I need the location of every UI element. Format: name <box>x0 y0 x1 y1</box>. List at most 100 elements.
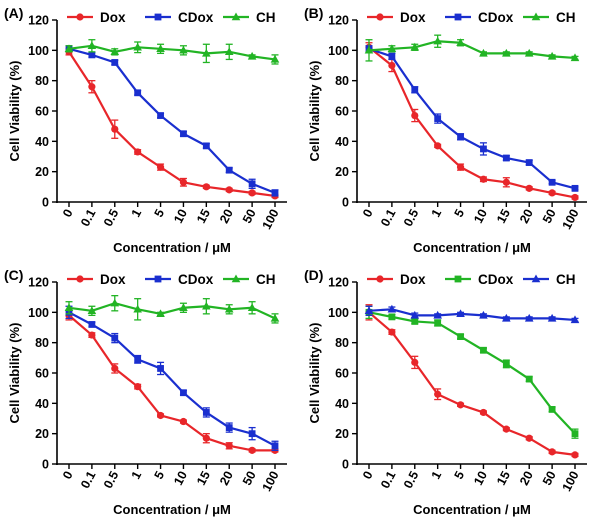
series-group <box>65 305 279 452</box>
series-group <box>65 45 279 197</box>
data-point <box>571 430 579 438</box>
data-point <box>87 41 97 49</box>
x-tick-label: 5 <box>452 469 468 482</box>
y-tick-label: 100 <box>328 306 349 320</box>
data-point <box>247 303 257 311</box>
data-point <box>134 355 142 363</box>
data-point <box>247 51 257 60</box>
x-tick-label: 20 <box>517 207 536 226</box>
data-point <box>548 406 556 413</box>
data-point <box>479 48 488 57</box>
x-tick-label: 100 <box>259 207 281 232</box>
data-point <box>502 48 511 57</box>
x-tick-label: 100 <box>259 469 281 494</box>
x-tick-label: 15 <box>494 207 513 226</box>
data-point <box>502 154 510 162</box>
data-point <box>224 47 234 56</box>
x-tick-label: 5 <box>152 469 168 482</box>
y-axis-title: Cell Viability (%) <box>307 323 322 424</box>
data-point <box>202 48 211 57</box>
legend-label: CDox <box>178 272 214 287</box>
data-point <box>434 319 442 327</box>
data-point <box>548 178 556 186</box>
data-point <box>456 309 465 318</box>
x-tick-label: 50 <box>540 469 559 488</box>
legend-marker <box>76 275 84 283</box>
legend-marker <box>231 12 241 21</box>
data-point <box>434 390 442 398</box>
series-line <box>368 311 576 456</box>
data-point <box>224 304 234 313</box>
data-point <box>156 411 165 420</box>
y-tick-label: 40 <box>35 397 49 411</box>
legend-marker <box>454 275 462 283</box>
y-tick-label: 100 <box>28 44 49 58</box>
x-tick-label: 100 <box>559 469 581 494</box>
x-tick-label: 0 <box>60 469 76 482</box>
x-tick-label: 20 <box>217 207 236 226</box>
y-axis-title: Cell Viability (%) <box>7 323 22 424</box>
legend-label: Dox <box>100 10 126 25</box>
data-point <box>434 115 442 122</box>
data-point <box>180 389 187 397</box>
data-point <box>248 180 256 188</box>
data-point <box>87 306 97 315</box>
x-tick-label: 15 <box>194 207 213 226</box>
data-point <box>179 178 188 186</box>
legend-label: CDox <box>478 10 514 25</box>
x-axis-title: Concentration / μM <box>113 502 231 517</box>
series-group <box>365 45 579 192</box>
x-tick-label: 0.5 <box>401 469 422 491</box>
data-point <box>271 189 279 197</box>
data-point <box>411 358 419 366</box>
x-axis-title: Concentration / μM <box>413 502 531 517</box>
data-point <box>502 360 510 368</box>
y-tick-label: 80 <box>335 74 349 88</box>
panel-label: (D) <box>304 267 323 283</box>
legend-marker <box>531 12 541 21</box>
data-point <box>179 303 188 311</box>
x-tick-label: 50 <box>240 207 259 226</box>
x-tick-label: 15 <box>494 469 513 488</box>
legend-label: Dox <box>400 272 426 287</box>
y-tick-label: 60 <box>335 367 349 381</box>
x-tick-label: 50 <box>240 469 259 488</box>
data-point <box>479 310 488 319</box>
series-group <box>365 305 579 439</box>
data-point <box>156 309 165 318</box>
x-tick-label: 1 <box>429 469 445 482</box>
legend-marker <box>231 274 241 283</box>
data-point <box>157 112 164 119</box>
data-point <box>388 328 396 336</box>
y-axis-title: Cell Viability (%) <box>7 61 22 162</box>
y-tick-label: 120 <box>28 276 49 290</box>
series-group <box>364 304 580 324</box>
x-tick-label: 10 <box>171 207 190 226</box>
data-point <box>248 446 256 454</box>
y-tick-label: 40 <box>335 135 349 149</box>
data-point <box>202 301 211 310</box>
data-point <box>270 54 280 63</box>
data-point <box>524 48 534 57</box>
data-point <box>156 163 165 171</box>
series-line <box>368 47 576 190</box>
data-point <box>202 409 210 416</box>
data-point <box>202 183 210 191</box>
data-point <box>156 44 165 53</box>
data-point <box>111 364 119 373</box>
data-point <box>525 159 533 166</box>
series-line <box>68 311 276 447</box>
data-point <box>225 442 233 450</box>
data-point <box>88 321 96 328</box>
x-tick-label: 10 <box>171 469 190 488</box>
x-tick-label: 0.1 <box>378 469 399 491</box>
data-point <box>133 304 142 313</box>
x-tick-label: 20 <box>517 469 536 488</box>
data-point <box>225 166 233 174</box>
data-point <box>411 86 419 94</box>
legend-label: CH <box>256 10 276 25</box>
